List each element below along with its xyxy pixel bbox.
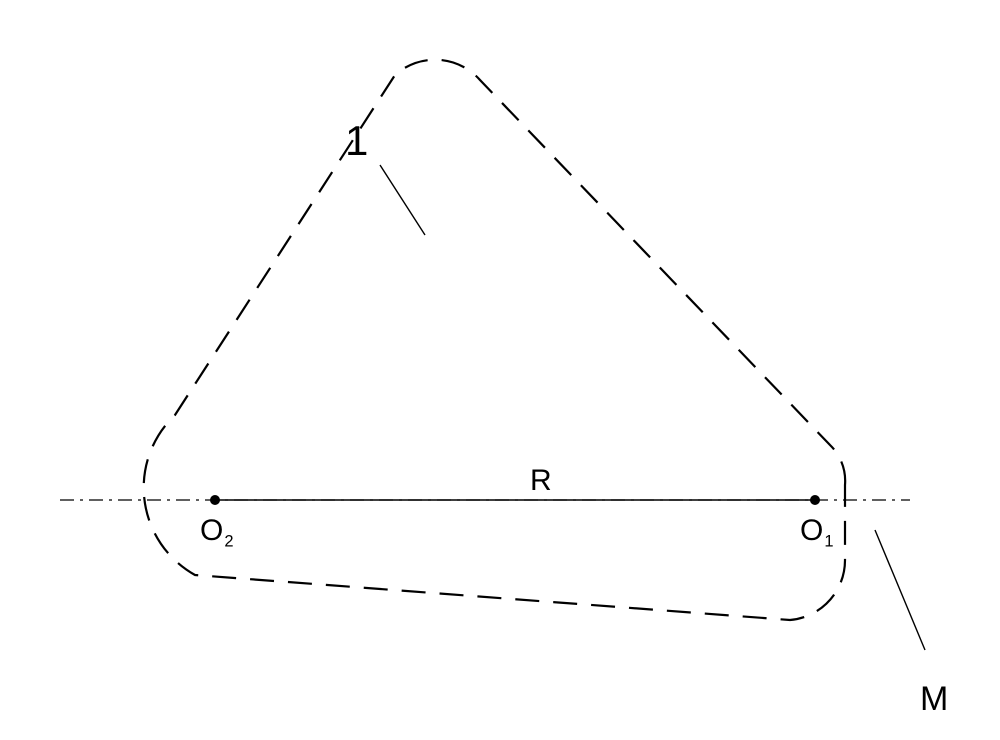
label-m: M [920,680,948,718]
label-r: R [530,464,552,497]
outline-shape-1 [144,60,845,620]
label-1: 1 [345,117,368,164]
leader-line-1 [380,165,425,235]
point-o1 [810,495,820,505]
leader-line-m [875,530,925,650]
label-o1: O1 [800,514,834,551]
point-o2 [210,495,220,505]
label-o2: O2 [200,514,234,551]
